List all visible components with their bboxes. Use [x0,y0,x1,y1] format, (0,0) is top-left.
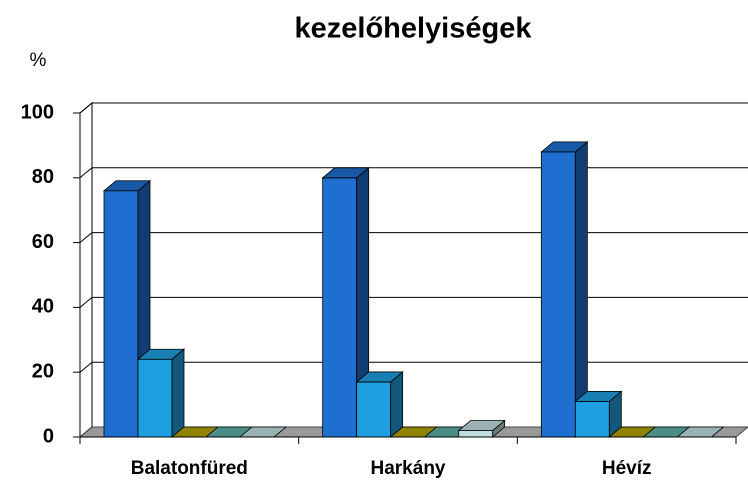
bar-side [390,371,404,438]
grid-line [79,361,93,373]
bar-front [540,151,576,438]
bar-front [322,177,358,438]
x-tick-label: Balatonfüred [131,458,248,479]
x-tick-label: Hévíz [602,458,652,479]
grid-line [79,102,93,114]
y-tick-label: 0 [43,425,54,447]
chart-title: kezelőhelyiségek [295,13,533,45]
y-tick-label: 100 [21,101,54,123]
bar-front [458,430,494,438]
y-tick-label: 80 [32,166,54,188]
back-wall [92,103,748,427]
bar-front [137,358,173,438]
grid-line [79,232,93,243]
x-tick-label: Harkány [371,458,446,479]
bar-top [540,141,589,153]
bar-top [321,167,370,179]
grid-line [79,297,93,308]
bar-front [103,190,139,438]
y-tick-label: 20 [32,360,54,382]
bar-side [171,348,185,438]
y-axis-label: % [30,50,47,71]
bar-top [102,180,152,192]
bar-top [355,371,404,383]
bar-top [574,390,623,402]
side-wall [79,101,93,439]
bar-top [457,420,506,431]
y-tick-label: 40 [32,296,54,318]
y-tick-label: 60 [32,231,54,253]
bar-top [136,348,186,360]
bar-front [356,381,392,438]
grid-line [79,167,93,179]
bar-front [574,400,610,438]
